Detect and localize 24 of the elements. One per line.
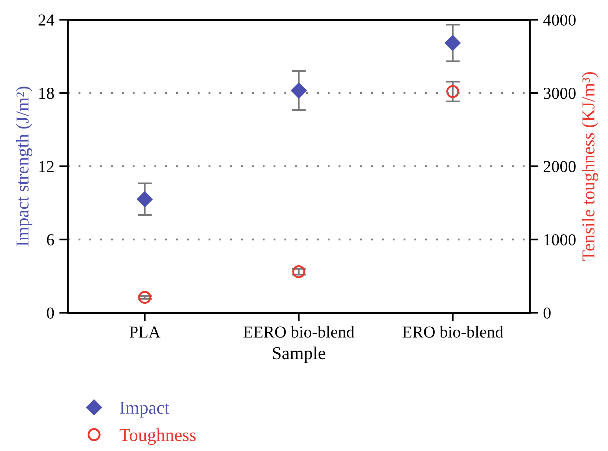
y2-tick-label: 0 xyxy=(544,308,551,319)
legend-label: Toughness xyxy=(120,428,196,446)
y-axis-title: Impact strength (J/m²) xyxy=(16,86,33,246)
y2-tick-label: 4000 xyxy=(544,14,576,26)
y-tick-label: 18 xyxy=(40,88,54,100)
y-tick-label: 6 xyxy=(47,234,54,246)
point xyxy=(138,291,152,304)
y2-tick-label: 2000 xyxy=(544,161,576,172)
x-tick-label: EERO bio-blend xyxy=(244,326,355,338)
point xyxy=(445,35,461,51)
y-tick-label: 0 xyxy=(47,308,54,319)
point xyxy=(292,266,306,278)
x-axis-title: Sample xyxy=(273,346,326,364)
point xyxy=(137,192,153,208)
point xyxy=(446,85,460,98)
point xyxy=(291,83,307,99)
y-tick-label: 24 xyxy=(38,14,55,26)
x-tick-label: ERO bio-blend xyxy=(402,326,504,338)
y2-tick-label: 1000 xyxy=(544,234,576,246)
y-tick-label: 12 xyxy=(40,161,54,172)
legend-label: Impact xyxy=(120,402,170,418)
x-tick-label: PLA xyxy=(130,326,161,338)
y2-tick-label: 3000 xyxy=(544,88,576,100)
y2-axis-title: Tensile toughness (KJ/m³) xyxy=(582,72,599,262)
